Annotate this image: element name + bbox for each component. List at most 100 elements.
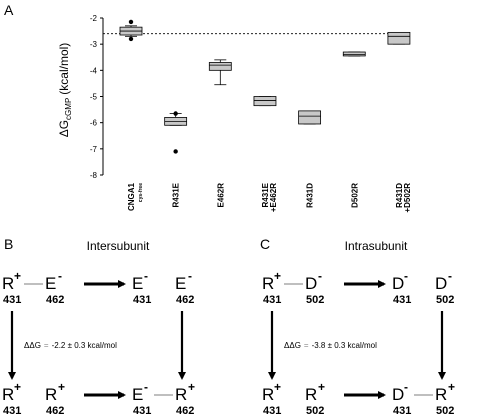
ddg-equals: =: [44, 341, 49, 350]
residue-b: E: [45, 274, 56, 293]
residue-a: E: [132, 274, 143, 293]
residue-a: D: [392, 274, 404, 293]
box-6: [387, 31, 411, 45]
box-body: [298, 110, 322, 125]
outlier-point: [173, 149, 178, 154]
residue-b-charge: -: [318, 269, 322, 283]
y-tick-label: -7: [90, 145, 98, 154]
residue-a-number: 431: [133, 405, 151, 415]
ddg-number: -3.8 ± 0.3 kcal/mol: [312, 341, 378, 350]
panel-label-c: C: [260, 236, 270, 252]
residue-b-number: 462: [176, 294, 194, 306]
residue-a: E: [132, 385, 143, 404]
residue-b-charge: -: [58, 269, 62, 283]
residue-a-number: 431: [393, 294, 411, 306]
outlier-point: [173, 111, 178, 116]
residue-a-number: 431: [263, 294, 281, 306]
residue-a-charge: +: [14, 380, 21, 394]
residue-a-charge: +: [14, 269, 21, 283]
residue-b-number: 462: [46, 405, 64, 415]
residue-b-charge: +: [188, 380, 195, 394]
box-2: [208, 59, 232, 86]
residue-a-charge: -: [404, 380, 408, 394]
residue-a: R: [262, 385, 274, 404]
residue-b: R: [45, 385, 57, 404]
residue-b-charge: +: [58, 380, 65, 394]
residue-a-charge: -: [144, 269, 148, 283]
box-4: [298, 110, 322, 125]
ddg-prefix: ΔΔG: [24, 341, 41, 350]
residue-b-number: 502: [306, 294, 324, 306]
residue-pair-br: E - 431 R +462: [132, 380, 195, 415]
ddg-number: -2.2 ± 0.3 kcal/mol: [52, 341, 118, 350]
panel-label-a: A: [4, 2, 14, 18]
ddg-value: ΔΔG = -2.2 ± 0.3 kcal/mol: [24, 341, 117, 350]
ylabel-unit: (kcal/mol): [57, 43, 71, 95]
y-tick-label: -4: [90, 66, 98, 75]
x-tick-label: CNGA1: [127, 182, 136, 211]
x-tick-label: R431D: [306, 183, 315, 208]
residue-a: R: [2, 385, 14, 404]
scheme-b-title: Intersubunit: [87, 239, 150, 253]
x-tick-sublabel: +E462R: [269, 183, 278, 212]
residue-b: R: [435, 385, 447, 404]
box-body: [342, 51, 366, 57]
box-5: [342, 51, 366, 57]
x-tick-label: R431D: [395, 183, 404, 208]
box-body: [208, 62, 232, 71]
y-tick-label: -6: [90, 119, 98, 128]
residue-pair-tl: R +431 E - 462: [2, 269, 64, 306]
residue-a-charge: +: [274, 269, 281, 283]
x-tick-sublabel: +D502R: [403, 183, 412, 213]
residue-b-charge: -: [188, 269, 192, 283]
residue-a: R: [262, 274, 274, 293]
residue-b: R: [175, 385, 187, 404]
x-tick-label: R431E: [261, 182, 270, 207]
residue-b-number: 502: [436, 294, 454, 306]
residue-b-number: 502: [436, 405, 454, 415]
box-0: [119, 19, 143, 42]
x-tick-label: D502R: [350, 183, 359, 208]
svg-text:ΔGcGMP(kcal/mol): ΔGcGMP (kcal/mol): [57, 43, 73, 138]
ddg-value: ΔΔG = -3.8 ± 0.3 kcal/mol: [284, 341, 377, 350]
residue-a: D: [392, 385, 404, 404]
residue-pair-tl: R +431 D - 502: [262, 269, 324, 306]
outlier-point: [128, 19, 134, 25]
residue-a-number: 431: [3, 405, 21, 415]
panel-label-b: B: [4, 236, 13, 252]
residue-b-number: 462: [176, 405, 194, 415]
ddg-prefix: ΔΔG: [284, 341, 301, 350]
box-1: [164, 111, 188, 154]
residue-a-charge: +: [274, 380, 281, 394]
x-tick-label: E462R: [216, 183, 225, 208]
residue-pair-tr: E -431E -462: [132, 269, 194, 306]
residue-b: D: [305, 274, 317, 293]
outlier-point: [128, 36, 134, 42]
residue-a-number: 431: [263, 405, 281, 415]
ylabel: ΔGcGMP (kcal/mol): [57, 43, 73, 138]
y-tick-label: -8: [90, 171, 98, 180]
residue-b-charge: +: [318, 380, 325, 394]
residue-pair-br: D - 431 R +502: [392, 380, 455, 415]
ylabel-sub: cGMP: [64, 98, 73, 120]
y-tick-label: -5: [90, 93, 98, 102]
residue-pair-tr: D -431D -502: [392, 269, 454, 306]
residue-a-charge: -: [404, 269, 408, 283]
x-tick-label: R431E: [172, 182, 181, 207]
x-tick-sublabel: cys-free: [138, 183, 144, 202]
box-plot: -2 -3 -4 -5 -6 -7 -8 CNGA1 cys-free R431E E462R R43…: [90, 14, 412, 213]
residue-b-charge: +: [448, 380, 455, 394]
ddg-equals: =: [304, 341, 309, 350]
residue-b: R: [305, 385, 317, 404]
residue-a-number: 431: [393, 405, 411, 415]
box-body: [253, 96, 277, 107]
residue-b-number: 462: [46, 294, 64, 306]
y-tick-label: -3: [90, 40, 98, 49]
residue-a-number: 431: [3, 294, 21, 306]
y-tick-label: -2: [90, 14, 98, 23]
